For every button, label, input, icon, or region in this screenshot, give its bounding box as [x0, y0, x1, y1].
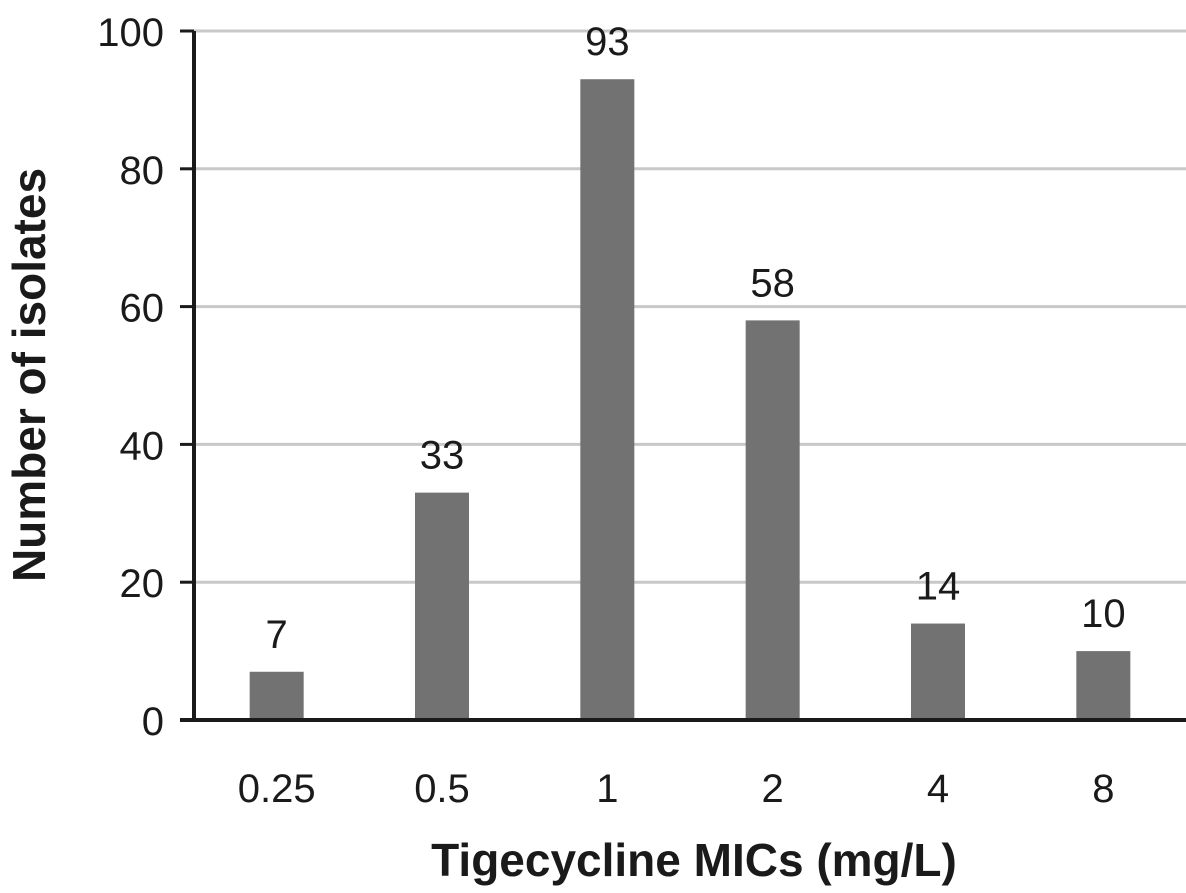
y-tick-label: 100 — [97, 11, 164, 55]
x-tick-label: 4 — [927, 767, 949, 811]
x-tick-label: 8 — [1092, 767, 1114, 811]
bar-0-25 — [249, 671, 304, 720]
y-tick-label: 60 — [120, 287, 165, 331]
y-tick-label: 0 — [142, 700, 164, 744]
x-tick-label: 1 — [596, 767, 618, 811]
data-labels: 7 33 93 58 14 10 — [266, 20, 1126, 657]
data-label: 33 — [420, 434, 465, 478]
y-tick-labels: 0 20 40 60 80 100 — [97, 11, 164, 744]
gridlines — [194, 29, 1186, 584]
y-tick-label: 20 — [120, 562, 165, 606]
x-tick-labels: 0.25 0.5 1 2 4 8 — [238, 767, 1115, 811]
y-tick-label: 40 — [120, 424, 165, 468]
y-axis-title: Number of isolates — [3, 168, 55, 582]
x-tick-label: 0.5 — [414, 767, 470, 811]
bar-4 — [911, 623, 965, 720]
data-label: 93 — [585, 20, 630, 64]
bar-2 — [745, 320, 800, 720]
x-tick-label: 0.25 — [238, 767, 316, 811]
x-axis-title: Tigecycline MICs (mg/L) — [431, 834, 957, 886]
data-label: 58 — [750, 261, 795, 305]
y-tick-label: 80 — [120, 149, 165, 193]
bar-0-5 — [415, 492, 469, 720]
bar-8 — [1076, 651, 1131, 720]
axes — [180, 29, 1186, 722]
bars — [249, 79, 1131, 721]
data-label: 14 — [916, 565, 961, 609]
x-tick-label: 2 — [762, 767, 784, 811]
bar-1 — [580, 79, 635, 721]
data-label: 7 — [266, 613, 288, 657]
data-label: 10 — [1081, 592, 1126, 636]
